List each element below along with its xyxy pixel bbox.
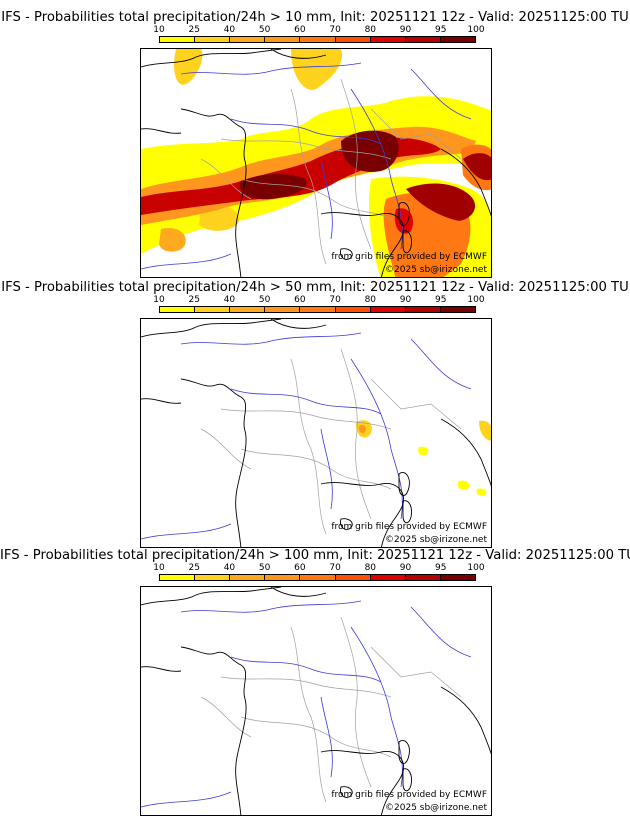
colorbar: [159, 574, 476, 581]
colorbar-tick: 10: [153, 563, 165, 573]
colorbar-segment: [300, 575, 336, 580]
colorbar-tick: 40: [223, 295, 236, 305]
colorbar-segment: [405, 307, 441, 312]
colorbar-segment: [230, 37, 266, 42]
colorbar-tick: 25: [188, 563, 200, 573]
colorbar-tick: 10: [153, 25, 165, 35]
colorbar-tick: 95: [435, 295, 447, 305]
colorbar-tick: 25: [188, 25, 200, 35]
colorbar-segment: [370, 37, 406, 42]
colorbar-segment: [335, 307, 371, 312]
map-panel-100mm: IFS - Probabilities total precipitation/…: [0, 548, 630, 818]
colorbar-tick: 70: [329, 295, 341, 305]
map-canvas: [141, 319, 491, 547]
colorbar-tick: 100: [467, 563, 485, 573]
colorbar-segment: [160, 307, 196, 312]
copyright-credit: ©2025 sb@irizone.net: [385, 803, 487, 813]
colorbar-segment: [335, 575, 371, 580]
colorbar-segment: [160, 575, 196, 580]
coastlines: [141, 49, 491, 277]
colorbar-segment: [265, 575, 301, 580]
source-credit: from grib files provided by ECMWF: [331, 252, 487, 262]
colorbar-tick: 80: [364, 563, 377, 573]
rivers: [141, 332, 472, 540]
colorbar-tick: 95: [435, 25, 447, 35]
source-credit: from grib files provided by ECMWF: [331, 522, 487, 532]
colorbar-segment: [265, 37, 301, 42]
borders: [200, 78, 462, 265]
colorbar-tick: 70: [329, 25, 341, 35]
colorbar-ticks: 10 25 40 50 60 70 80 90 95 100: [153, 25, 484, 35]
colorbar-tick: 80: [364, 295, 377, 305]
map-canvas: [141, 49, 491, 277]
colorbar-tick: 25: [188, 295, 200, 305]
colorbar: [159, 36, 476, 43]
map-canvas: [141, 587, 491, 815]
precipitation-fields: [355, 420, 491, 496]
colorbar-tick: 90: [399, 563, 412, 573]
precipitation-fields: [141, 49, 491, 277]
colorbar-segment: [370, 307, 406, 312]
precipitation-map: from grib files provided by ECMWF ©2025 …: [140, 318, 492, 548]
borders: [200, 348, 462, 535]
map-panel-50mm: IFS - Probabilities total precipitation/…: [0, 280, 630, 550]
colorbar-segment: [405, 37, 441, 42]
colorbar-segment: [230, 575, 266, 580]
coastlines: [141, 587, 491, 815]
copyright-credit: ©2025 sb@irizone.net: [385, 535, 487, 545]
colorbar-segment: [195, 307, 231, 312]
colorbar-tick: 90: [399, 25, 412, 35]
colorbar-tick: 60: [294, 295, 306, 305]
borders: [200, 616, 462, 803]
precipitation-map: from grib files provided by ECMWF ©2025 …: [140, 48, 492, 278]
coastlines: [141, 319, 491, 547]
colorbar-tick: 100: [467, 25, 485, 35]
colorbar-tick: 80: [364, 25, 377, 35]
colorbar: [159, 306, 476, 313]
colorbar-tick: 50: [258, 295, 271, 305]
colorbar-tick: 40: [223, 25, 236, 35]
copyright-credit: ©2025 sb@irizone.net: [385, 265, 487, 275]
colorbar-tick: 50: [258, 25, 271, 35]
colorbar-tick: 40: [223, 563, 236, 573]
map-panel-10mm: IFS - Probabilities total precipitation/…: [0, 10, 630, 280]
colorbar-segment: [440, 575, 475, 580]
colorbar-segment: [195, 575, 231, 580]
colorbar-segment: [405, 575, 441, 580]
colorbar-tick: 90: [399, 295, 412, 305]
colorbar-segment: [265, 307, 301, 312]
colorbar-ticks: 10 25 40 50 60 70 80 90 95 100: [153, 563, 484, 573]
colorbar-segment: [300, 307, 336, 312]
colorbar-tick: 60: [294, 25, 306, 35]
colorbar-segment: [300, 37, 336, 42]
precipitation-map: from grib files provided by ECMWF ©2025 …: [140, 586, 492, 816]
panel-title: IFS - Probabilities total precipitation/…: [1, 280, 629, 295]
colorbar-segment: [440, 307, 475, 312]
colorbar-tick: 70: [329, 563, 341, 573]
colorbar-segment: [335, 37, 371, 42]
colorbar-tick: 95: [435, 563, 447, 573]
colorbar-segment: [230, 307, 266, 312]
colorbar-ticks: 10 25 40 50 60 70 80 90 95 100: [153, 295, 484, 305]
colorbar-segment: [440, 37, 475, 42]
panel-title: IFS - Probabilities total precipitation/…: [0, 548, 630, 563]
colorbar-segment: [195, 37, 231, 42]
colorbar-tick: 50: [258, 563, 271, 573]
panel-title: IFS - Probabilities total precipitation/…: [1, 10, 629, 25]
colorbar-tick: 60: [294, 563, 306, 573]
source-credit: from grib files provided by ECMWF: [331, 790, 487, 800]
colorbar-segment: [370, 575, 406, 580]
colorbar-segment: [160, 37, 196, 42]
colorbar-tick: 100: [467, 295, 485, 305]
colorbar-tick: 10: [153, 295, 165, 305]
